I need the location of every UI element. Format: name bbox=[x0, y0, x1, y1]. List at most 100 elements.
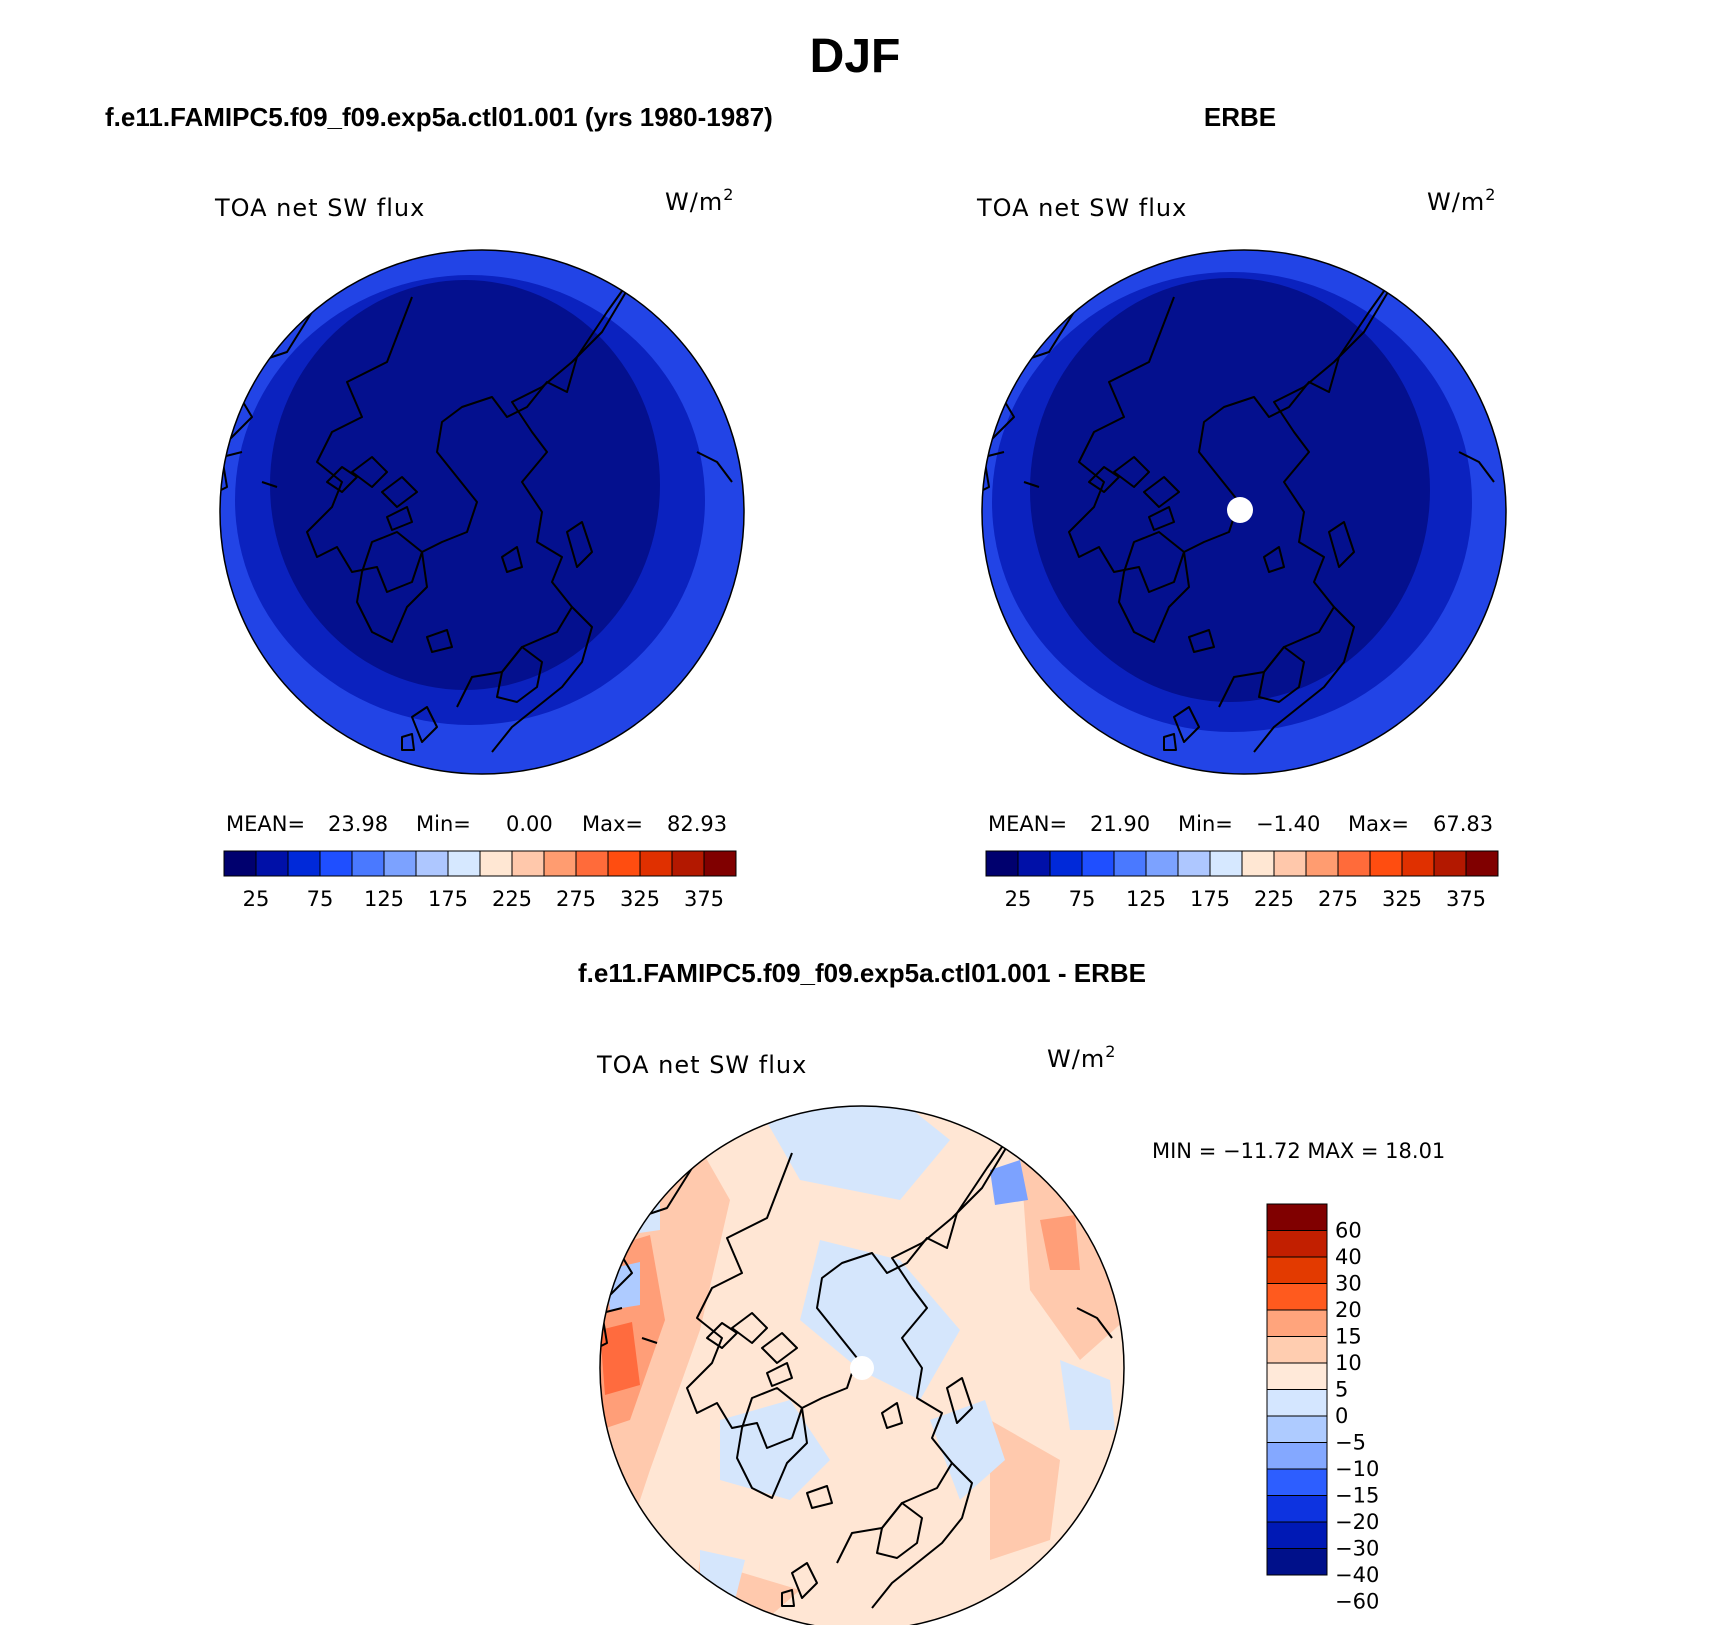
colorbar-box bbox=[1266, 1203, 1328, 1231]
colorbar-box bbox=[1081, 850, 1115, 877]
colorbar-tick-label: 175 bbox=[428, 887, 468, 911]
stat-mean-value: 21.90 bbox=[1090, 812, 1150, 836]
colorbar-box bbox=[985, 850, 1019, 877]
colorbar-tick-label: 325 bbox=[1382, 887, 1422, 911]
colorbar-box bbox=[479, 850, 513, 877]
colorbar-box bbox=[319, 850, 353, 877]
colorbar-box bbox=[1266, 1442, 1328, 1470]
colorbar-tick-label: 15 bbox=[1335, 1325, 1362, 1349]
stat-mean-label: MEAN= bbox=[988, 812, 1067, 836]
colorbar-box bbox=[1177, 850, 1211, 877]
colorbar-tick-label: 275 bbox=[1318, 887, 1358, 911]
colorbar-tick-label: −30 bbox=[1335, 1537, 1379, 1561]
stat-min-value: −1.40 bbox=[1256, 812, 1320, 836]
colorbar-obs: 25 75 125 175 225 275 325 375 bbox=[985, 850, 1499, 911]
map-model bbox=[219, 249, 745, 775]
stat-min-value: 0.00 bbox=[506, 812, 553, 836]
panel-model-stats: MEAN= 23.98 Min= 0.00 Max= 82.93 bbox=[226, 812, 727, 836]
colorbar-box bbox=[1266, 1283, 1328, 1311]
stat-min-label: Min= bbox=[1178, 812, 1233, 836]
colorbar-tick-label: −10 bbox=[1335, 1457, 1379, 1481]
colorbar-tick-label: 225 bbox=[492, 887, 532, 911]
colorbar-tick-label: 20 bbox=[1335, 1298, 1362, 1322]
colorbar-tick-label: 125 bbox=[1126, 887, 1166, 911]
colorbar-box bbox=[1266, 1336, 1328, 1364]
colorbar-tick-label: 30 bbox=[1335, 1272, 1362, 1296]
stat-mean-label: MEAN= bbox=[226, 812, 305, 836]
stat-max-value: 82.93 bbox=[667, 812, 727, 836]
colorbar-box bbox=[1266, 1495, 1328, 1523]
panel-obs-title: ERBE bbox=[1204, 102, 1276, 132]
colorbar-tick-label: −20 bbox=[1335, 1510, 1379, 1534]
colorbar-model: 25 75 125 175 225 275 325 375 bbox=[223, 850, 737, 911]
colorbar-box bbox=[639, 850, 673, 877]
colorbar-box bbox=[223, 850, 257, 877]
colorbar-box bbox=[1266, 1521, 1328, 1549]
colorbar-box bbox=[1049, 850, 1083, 877]
stat-max-label: Max= bbox=[582, 812, 643, 836]
panel-obs: ERBE TOA net SW flux W/m2 MEAN= 21.90 Mi… bbox=[976, 102, 1507, 911]
colorbar-tick-label: 40 bbox=[1335, 1245, 1362, 1269]
missing-data-pole-dot bbox=[850, 1356, 874, 1380]
colorbar-box bbox=[447, 850, 481, 877]
colorbar-tick-label: 225 bbox=[1254, 887, 1294, 911]
colorbar-box bbox=[1113, 850, 1147, 877]
colorbar-tick-label: −40 bbox=[1335, 1563, 1379, 1587]
colorbar-tick-label: 5 bbox=[1335, 1378, 1348, 1402]
colorbar-box bbox=[1266, 1415, 1328, 1443]
colorbar-tick-label: −5 bbox=[1335, 1431, 1366, 1455]
colorbar-tick-label: 175 bbox=[1190, 887, 1230, 911]
colorbar-box bbox=[543, 850, 577, 877]
colorbar-box bbox=[575, 850, 609, 877]
panel-obs-variable: TOA net SW flux bbox=[976, 194, 1187, 222]
colorbar-box bbox=[1241, 850, 1275, 877]
colorbar-tick-label: 325 bbox=[620, 887, 660, 911]
colorbar-tick-label: 275 bbox=[556, 887, 596, 911]
colorbar-box bbox=[511, 850, 545, 877]
colorbar-box bbox=[1266, 1309, 1328, 1337]
panel-diff: f.e11.FAMIPC5.f09_f09.exp5a.ctl01.001 - … bbox=[578, 958, 1445, 1625]
page-title: DJF bbox=[810, 30, 901, 83]
colorbar-tick-label: 125 bbox=[364, 887, 404, 911]
colorbar-box bbox=[1209, 850, 1243, 877]
colorbar-tick-label: 10 bbox=[1335, 1351, 1362, 1375]
stat-mean-value: 23.98 bbox=[328, 812, 388, 836]
colorbar-box bbox=[671, 850, 705, 877]
panel-model-title: f.e11.FAMIPC5.f09_f09.exp5a.ctl01.001 (y… bbox=[105, 102, 773, 132]
colorbar-box bbox=[1465, 850, 1499, 877]
colorbar-box bbox=[1401, 850, 1435, 877]
colorbar-box bbox=[1433, 850, 1467, 877]
panel-diff-variable: TOA net SW flux bbox=[596, 1051, 807, 1079]
colorbar-box bbox=[255, 850, 289, 877]
missing-data-pole-dot bbox=[1227, 497, 1253, 523]
colorbar-box bbox=[1337, 850, 1371, 877]
panel-diff-minmax: MIN = −11.72 MAX = 18.01 bbox=[1152, 1139, 1445, 1163]
colorbar-box bbox=[1305, 850, 1339, 877]
stat-max-label: Max= bbox=[1348, 812, 1409, 836]
colorbar-tick-label: 375 bbox=[684, 887, 724, 911]
colorbar-tick-label: 25 bbox=[1005, 887, 1032, 911]
colorbar-tick-label: 0 bbox=[1335, 1404, 1348, 1428]
panel-obs-stats: MEAN= 21.90 Min= −1.40 Max= 67.83 bbox=[988, 812, 1493, 836]
panel-obs-units: W/m2 bbox=[1427, 185, 1496, 216]
colorbar-tick-label: −60 bbox=[1335, 1590, 1379, 1614]
colorbar-box bbox=[1266, 1362, 1328, 1390]
panel-model: f.e11.FAMIPC5.f09_f09.exp5a.ctl01.001 (y… bbox=[105, 102, 773, 911]
map-diff bbox=[599, 1105, 1125, 1625]
map-obs bbox=[981, 249, 1507, 775]
colorbar-tick-label: −15 bbox=[1335, 1484, 1379, 1508]
panel-model-units: W/m2 bbox=[665, 185, 734, 216]
colorbar-box bbox=[607, 850, 641, 877]
panel-diff-units: W/m2 bbox=[1047, 1042, 1116, 1073]
colorbar-box bbox=[1266, 1468, 1328, 1496]
colorbar-tick-label: 375 bbox=[1446, 887, 1486, 911]
colorbar-box bbox=[1266, 1256, 1328, 1284]
stat-max-value: 67.83 bbox=[1433, 812, 1493, 836]
colorbar-tick-label: 75 bbox=[307, 887, 334, 911]
colorbar-box bbox=[1266, 1548, 1328, 1576]
colorbar-box bbox=[1266, 1230, 1328, 1258]
panel-diff-title: f.e11.FAMIPC5.f09_f09.exp5a.ctl01.001 - … bbox=[578, 958, 1146, 988]
colorbar-tick-label: 25 bbox=[243, 887, 270, 911]
